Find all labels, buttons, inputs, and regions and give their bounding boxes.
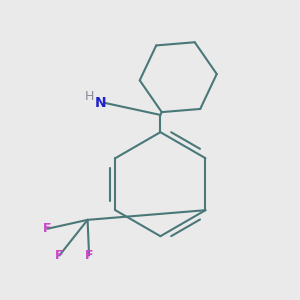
Text: F: F [85, 249, 93, 262]
Text: H: H [84, 90, 94, 103]
Text: F: F [43, 222, 52, 235]
Text: F: F [55, 249, 64, 262]
Text: N: N [95, 96, 107, 110]
